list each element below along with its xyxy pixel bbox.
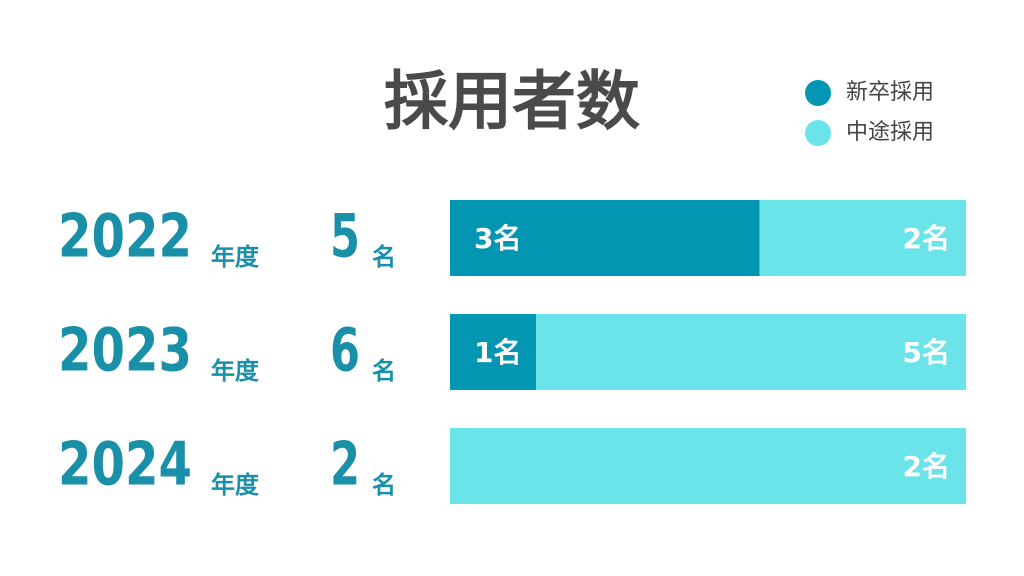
category-label: 2024 <box>58 430 192 500</box>
bar-segment <box>450 314 536 390</box>
category-unit: 年度 <box>211 471 260 499</box>
value-label: 3名 <box>474 222 521 255</box>
value-label: 2名 <box>903 222 950 255</box>
bar-segment <box>759 200 966 276</box>
total-unit: 名 <box>372 357 396 385</box>
bar-segment <box>450 428 966 504</box>
value-label: 5名 <box>903 336 950 369</box>
category-unit: 年度 <box>211 357 260 385</box>
legend-label: 中途採用 <box>846 120 934 145</box>
value-label: 2名 <box>903 450 950 483</box>
total-unit: 名 <box>372 243 396 271</box>
category-label: 2023 <box>58 316 192 386</box>
total-label: 6 <box>330 316 360 386</box>
total-label: 2 <box>330 430 360 500</box>
legend-marker <box>805 120 831 146</box>
total-unit: 名 <box>372 471 396 499</box>
category-unit: 年度 <box>211 243 260 271</box>
total-label: 5 <box>330 202 360 272</box>
legend-marker <box>805 80 831 106</box>
category-label: 2022 <box>58 202 192 272</box>
value-label: 1名 <box>474 336 521 369</box>
bar-segment <box>450 200 760 276</box>
bar-segment <box>536 314 966 390</box>
chart-title: 採用者数 <box>384 66 640 140</box>
legend-label: 新卒採用 <box>846 80 934 105</box>
